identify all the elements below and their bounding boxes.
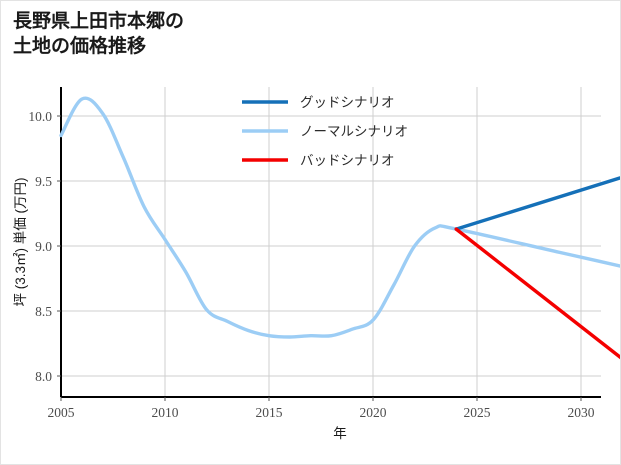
y-tick-label: 9.0 [35,239,52,254]
x-tick-label: 2025 [464,405,491,420]
x-axis-title: 年 [333,426,347,441]
y-tick-labels: 8.0 8.5 9.0 9.5 10.0 [28,109,52,384]
x-tick-labels: 2005 2010 2015 2020 2025 2030 [48,405,595,420]
y-tick-label: 8.5 [35,304,52,319]
legend-label: バッドシナリオ [300,153,395,168]
series-line-normal [59,96,620,339]
series-line-good [454,176,620,231]
legend-label: グッドシナリオ [300,95,395,110]
x-tick-label: 2005 [48,405,75,420]
x-tick-label: 2020 [360,405,387,420]
y-tick-label: 10.0 [28,109,52,124]
axis-tickmarks [57,115,582,401]
x-tick-label: 2010 [152,405,179,420]
x-tick-label: 2015 [256,405,283,420]
legend-item[interactable]: ノーマルシナリオ [242,124,408,139]
series-line-bad [454,227,620,360]
y-gridlines [61,115,601,377]
y-tick-label: 8.0 [35,369,52,384]
y-axis-title: 坪 (3.3㎡) 単価 (万円) [13,177,28,306]
page-title: 長野県上田市本郷の 土地の価格推移 [13,11,185,58]
legend-item[interactable]: グッドシナリオ [242,95,395,110]
y-tick-label: 9.5 [35,174,52,189]
x-tick-label: 2030 [568,405,595,420]
legend-item[interactable]: バッドシナリオ [242,153,395,168]
legend-label: ノーマルシナリオ [300,124,408,139]
